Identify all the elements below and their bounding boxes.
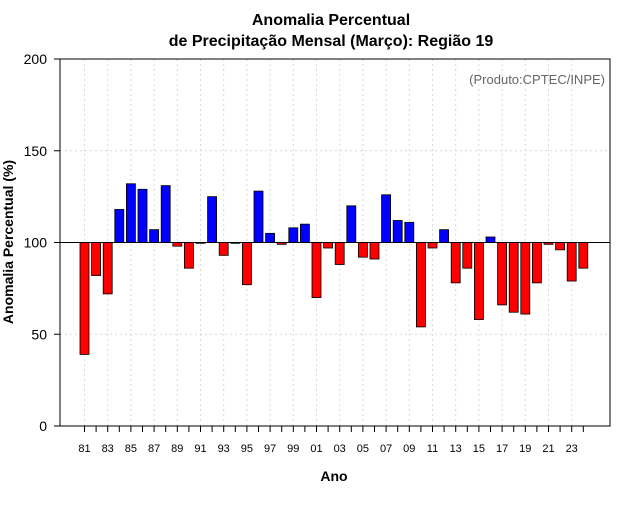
x-tick-label: 21 — [542, 443, 554, 455]
bar-05 — [357, 242, 368, 258]
bar-12 — [439, 229, 450, 243]
bar-10 — [415, 242, 426, 328]
bar-89 — [172, 242, 183, 247]
x-tick-label: 89 — [171, 443, 183, 455]
bar-20 — [532, 242, 542, 284]
chart-title-line1: Anomalia Percentual — [252, 12, 410, 29]
bar-92 — [207, 196, 218, 243]
x-tick-label: 03 — [334, 443, 346, 455]
bar-84 — [114, 209, 125, 243]
bar-96 — [253, 190, 264, 243]
y-axis-ticks: 0 50 100 150 200 — [24, 51, 60, 434]
bar-01 — [311, 242, 322, 298]
credit-label: (Produto:CPTEC/INPE) — [469, 72, 605, 87]
x-tick-label: 05 — [357, 443, 369, 455]
bar-83 — [102, 242, 113, 295]
x-tick-label: 81 — [78, 443, 90, 455]
grid-lines — [60, 58, 610, 427]
bar-06 — [369, 242, 380, 260]
bar-93 — [218, 242, 229, 256]
x-axis-ticks: 81 83 85 87 89 91 93 95 97 99 01 03 05 07 09 11 13 15 17 19… — [78, 426, 584, 455]
y-tick-label: 50 — [31, 326, 47, 342]
bars-group — [79, 183, 589, 355]
y-tick-label: 0 — [39, 418, 47, 434]
bar-85 — [126, 183, 136, 243]
x-tick-label: 91 — [194, 443, 206, 455]
bar-08 — [392, 220, 403, 243]
bar-03 — [334, 242, 345, 265]
bar-22 — [555, 242, 565, 251]
bar-13 — [450, 242, 461, 284]
y-tick-label: 200 — [24, 51, 48, 67]
bar-24 — [578, 242, 589, 269]
x-tick-label: 15 — [473, 443, 485, 455]
x-tick-label: 01 — [310, 443, 322, 455]
x-axis-label: Ano — [320, 468, 347, 484]
bar-09 — [404, 221, 415, 243]
bar-82 — [91, 242, 101, 276]
bar-15 — [473, 242, 484, 320]
x-tick-label: 11 — [427, 443, 438, 455]
y-tick-label: 150 — [24, 143, 48, 159]
bar-90 — [183, 242, 194, 269]
x-tick-label: 83 — [102, 443, 114, 455]
bar-14 — [462, 242, 473, 269]
x-tick-label: 23 — [566, 443, 578, 455]
x-tick-label: 87 — [148, 443, 160, 455]
x-tick-label: 99 — [287, 443, 299, 455]
x-tick-label: 09 — [403, 443, 415, 455]
chart-title-line2: de Precipitação Mensal (Março): Região 1… — [169, 33, 494, 50]
bar-02 — [323, 242, 334, 249]
bar-17 — [497, 242, 508, 306]
x-tick-label: 95 — [241, 443, 253, 455]
bar-07 — [381, 194, 392, 243]
bar-87 — [149, 229, 160, 243]
bar-88 — [160, 185, 171, 243]
bar-04 — [346, 205, 357, 243]
bar-18 — [508, 242, 519, 313]
y-tick-label: 100 — [24, 235, 48, 251]
x-tick-label: 97 — [264, 443, 276, 455]
bar-00 — [299, 223, 310, 243]
x-tick-label: 93 — [218, 443, 230, 455]
bar-97 — [265, 232, 276, 243]
bar-23 — [566, 242, 577, 282]
bar-86 — [137, 188, 148, 243]
x-tick-label: 85 — [125, 443, 137, 455]
x-tick-label: 19 — [519, 443, 531, 455]
x-tick-label: 17 — [496, 443, 508, 455]
bar-81 — [79, 242, 90, 355]
bar-11 — [427, 242, 438, 249]
bar-19 — [520, 242, 531, 315]
bar-99 — [288, 227, 299, 243]
bar-95 — [241, 242, 252, 286]
bar-16 — [485, 236, 496, 243]
x-tick-label: 13 — [450, 443, 462, 455]
x-tick-label: 07 — [380, 443, 392, 455]
y-axis-label: Anomalia Percentual (%) — [0, 160, 16, 324]
